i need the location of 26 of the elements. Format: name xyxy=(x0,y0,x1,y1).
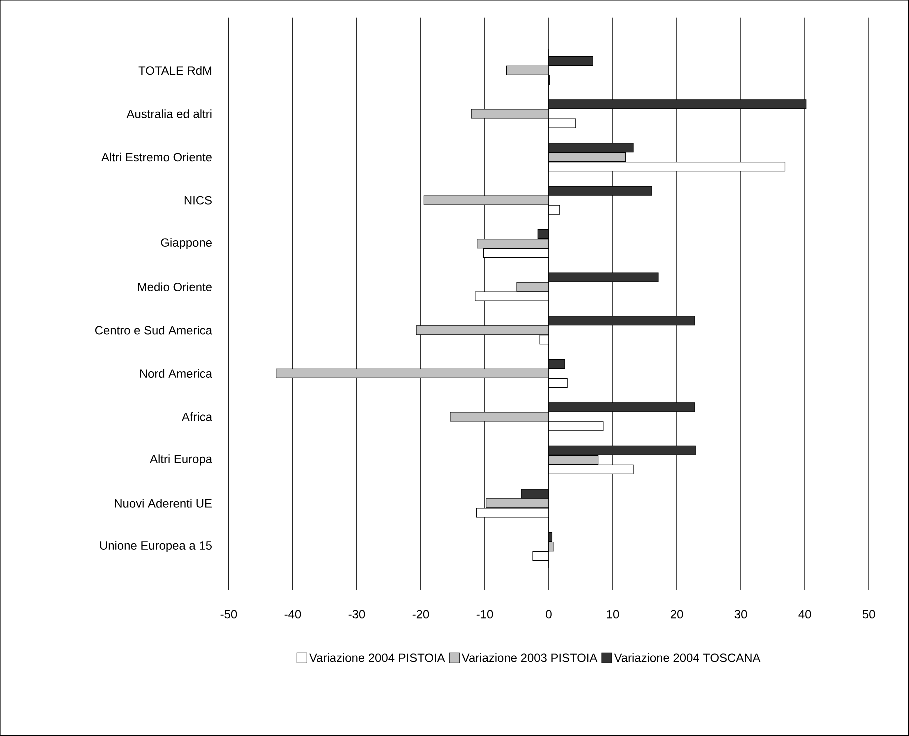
x-tick-label: 50 xyxy=(862,610,876,619)
x-tick-label: -30 xyxy=(348,610,366,619)
x-tick-label: -20 xyxy=(412,610,430,619)
y-tick-label: Nord America xyxy=(140,369,212,378)
y-tick-label: Giappone xyxy=(161,238,212,250)
x-tick-label: -50 xyxy=(220,610,238,619)
x-tick-label: 0 xyxy=(546,610,552,619)
x-tick-label: 40 xyxy=(798,610,812,619)
y-tick-label: TOTALE RdM xyxy=(138,66,212,76)
y-tick-label: NICS xyxy=(184,196,212,205)
y-tick-label: Australia ed altri xyxy=(126,110,212,118)
y-tick-label: Altri Europa xyxy=(150,454,212,466)
y-tick-label: Medio Oriente xyxy=(138,282,212,292)
y-tick-label: Centro e Sud America xyxy=(95,326,212,335)
y-tick-label: Unione Europea a 15 xyxy=(100,541,212,552)
legend-label: Variazione 2004 TOSCANA xyxy=(614,653,761,662)
x-tick-label: -10 xyxy=(476,610,494,619)
legend-label: Variazione 2003 PISTOIA xyxy=(462,653,598,662)
y-tick-label: Altri Estremo Oriente xyxy=(102,152,212,162)
x-tick-label: 20 xyxy=(670,610,684,619)
y-tick-label: Africa xyxy=(182,412,213,422)
legend-label: Variazione 2004 PISTOIA xyxy=(310,653,446,662)
x-tick-label: -40 xyxy=(284,610,302,619)
y-tick-label: Nuovi Aderenti UE xyxy=(115,499,212,508)
x-tick-label: 10 xyxy=(607,610,620,619)
x-tick-label: 30 xyxy=(734,610,748,619)
